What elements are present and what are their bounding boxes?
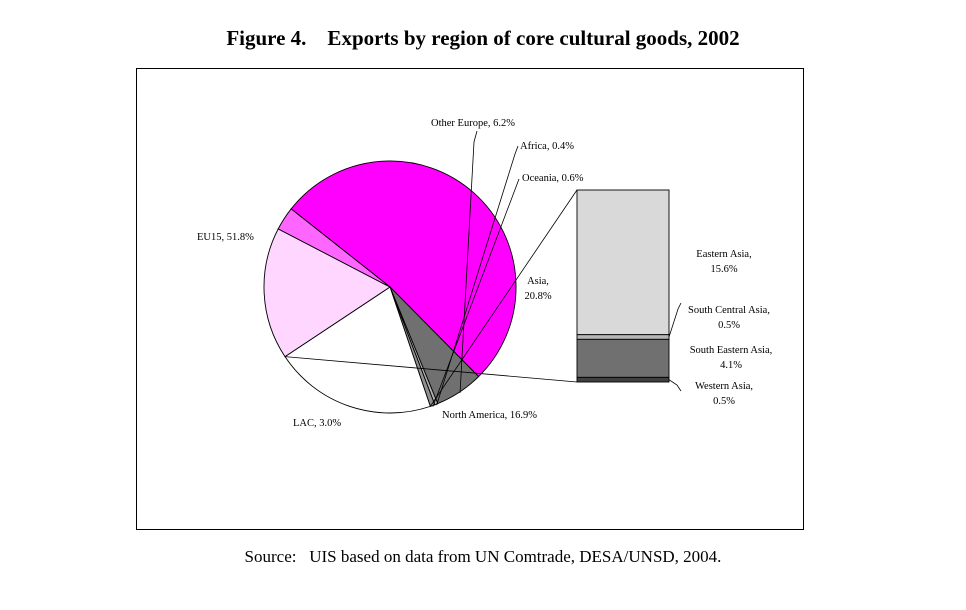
label-south-eastern-asia-line2: 4.1% xyxy=(720,360,742,371)
leader-south-central-asia xyxy=(668,302,682,338)
leader-oceania xyxy=(432,178,520,407)
pie-slice-asia xyxy=(284,286,431,414)
bar-segment-south-eastern-asia xyxy=(576,338,670,378)
breakdown-bar xyxy=(576,189,670,383)
connector-line-bottom xyxy=(284,356,578,383)
label-western-asia-line2: 0.5% xyxy=(713,396,735,407)
label-north-america: North America, 16.9% xyxy=(442,410,537,421)
leader-other-europe xyxy=(459,130,478,393)
leader-lines xyxy=(284,130,682,407)
pie-of-bar-chart: EU15, 51.8% LAC, 3.0% North America, 16.9%… xyxy=(197,118,772,429)
leader-western-asia xyxy=(668,379,682,392)
label-lac: LAC, 3.0% xyxy=(293,418,341,429)
bar-segment-eastern-asia xyxy=(576,189,670,336)
figure-title: Figure 4. Exports by region of core cult… xyxy=(226,26,740,50)
pie-slice-north-america xyxy=(263,228,391,358)
pie-slice-lac xyxy=(277,208,391,288)
connector-line-top xyxy=(429,189,578,407)
label-south-central-asia-line1: South Central Asia, xyxy=(688,305,770,316)
label-asia-line1: Asia, xyxy=(527,276,549,287)
label-south-central-asia-line2: 0.5% xyxy=(718,320,740,331)
label-eastern-asia-line2: 15.6% xyxy=(710,264,737,275)
pie-slice-eu15 xyxy=(290,160,517,378)
label-eu15: EU15, 51.8% xyxy=(197,232,254,243)
chart-frame: EU15, 51.8% LAC, 3.0% North America, 16.9%… xyxy=(136,68,804,530)
label-other-europe: Other Europe, 6.2% xyxy=(431,118,515,129)
label-south-eastern-asia-line1: South Eastern Asia, xyxy=(690,345,773,356)
bar-segment-south-central-asia xyxy=(576,334,670,340)
label-asia-line2: 20.8% xyxy=(524,291,551,302)
label-eastern-asia-line1: Eastern Asia, xyxy=(696,249,751,260)
label-western-asia-line1: Western Asia, xyxy=(695,381,753,392)
data-labels: EU15, 51.8% LAC, 3.0% North America, 16.9%… xyxy=(197,118,772,429)
pie-slices xyxy=(263,160,517,414)
leader-africa xyxy=(436,145,519,406)
source-note: Source: UIS based on data from UN Comtra… xyxy=(244,547,722,566)
label-oceania: Oceania, 0.6% xyxy=(522,173,584,184)
bar-segment-western-asia xyxy=(576,376,670,383)
label-africa: Africa, 0.4% xyxy=(520,141,574,152)
